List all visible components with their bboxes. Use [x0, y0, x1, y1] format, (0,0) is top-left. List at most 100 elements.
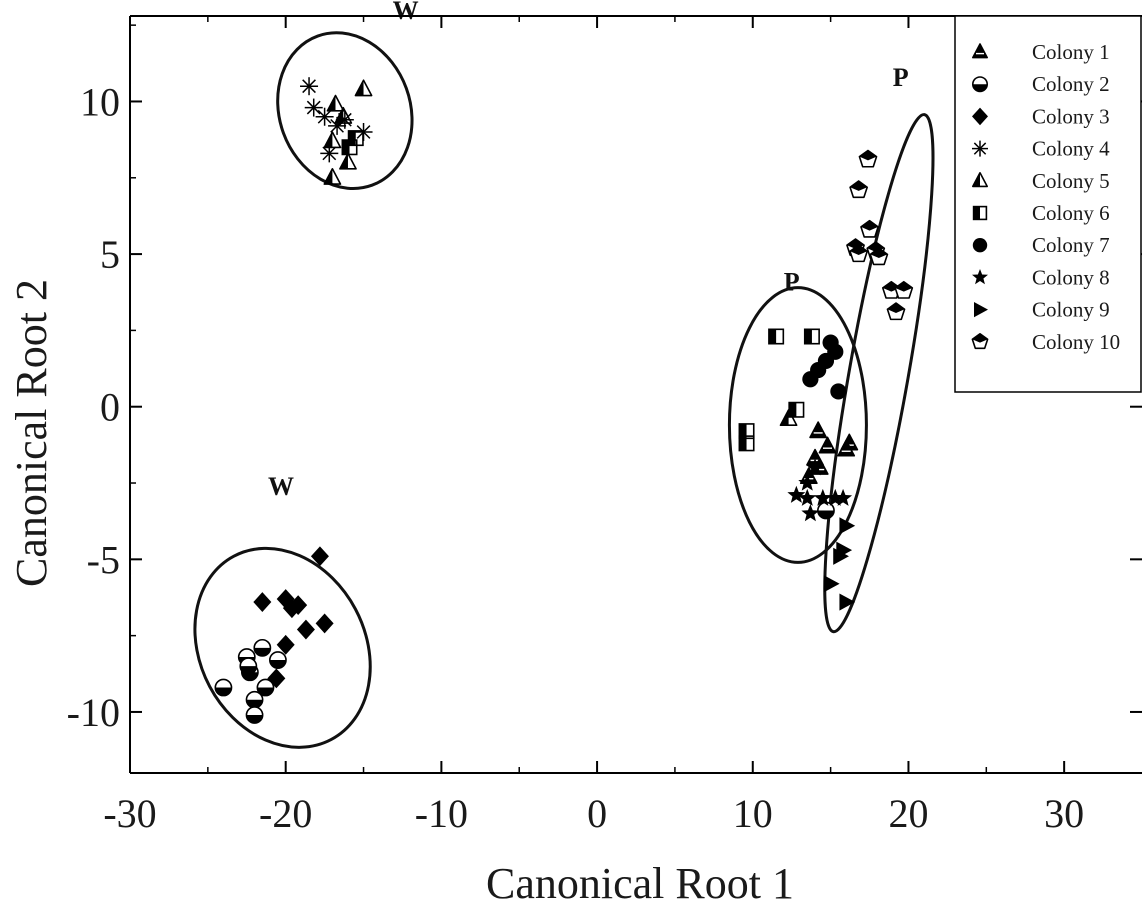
data-point: [315, 613, 334, 634]
cluster-ellipse: [727, 286, 868, 564]
x-tick-label: 0: [587, 791, 607, 836]
legend-label: Colony 3: [1032, 104, 1110, 128]
legend-label: Colony 9: [1032, 298, 1110, 322]
legend-marker: [971, 76, 988, 93]
legend-label: Colony 6: [1032, 201, 1110, 225]
data-point: [253, 592, 272, 612]
data-point: [787, 485, 806, 503]
legend-label: Colony 5: [1032, 169, 1110, 193]
data-point: [860, 219, 879, 238]
data-point: [300, 77, 319, 96]
data-point: [806, 458, 825, 476]
legend-marker: [972, 238, 988, 253]
data-point: [269, 651, 287, 669]
legend-marker: [972, 107, 988, 126]
cluster-ellipses: [193, 31, 935, 749]
data-point: [833, 547, 849, 565]
data-point: [245, 706, 264, 724]
legend: Colony 1 Colony 2 Colony 3 Colony 4 Colony 5…: [954, 15, 1142, 393]
data-point: [339, 152, 357, 170]
data-point: [834, 488, 853, 506]
legend-label: Colony 8: [1032, 265, 1110, 289]
legend-marker: [974, 302, 988, 318]
y-tick-label: -10: [67, 690, 120, 735]
data-point: [323, 167, 342, 185]
data-point: [347, 130, 364, 147]
legend-marker: [971, 332, 989, 350]
cluster-label: P: [784, 268, 800, 297]
legend-marker: [972, 269, 988, 285]
data-point: [837, 439, 856, 457]
data-point: [253, 638, 272, 657]
data-point: [849, 180, 869, 199]
data-point: [323, 131, 342, 149]
data-point: [894, 280, 914, 299]
data-point: [289, 595, 308, 616]
y-tick-label: -5: [87, 537, 120, 582]
data-point: [326, 94, 345, 112]
legend-marker: [972, 140, 988, 157]
x-tick-label: -10: [415, 791, 468, 836]
data-point: [245, 690, 264, 709]
cluster-ellipse: [823, 113, 935, 634]
legend-marker: [972, 205, 988, 221]
x-tick-label: 30: [1044, 791, 1084, 836]
data-point: [817, 501, 835, 520]
data-point: [830, 383, 847, 400]
data-points: [214, 77, 914, 724]
data-point: [354, 79, 373, 97]
x-tick-label: -20: [259, 791, 312, 836]
legend-label: Colony 7: [1032, 233, 1110, 257]
x-axis-title: Canonical Root 1: [486, 859, 794, 908]
data-point: [214, 678, 233, 697]
data-point: [296, 619, 315, 640]
data-point: [809, 421, 828, 439]
axes: -30 -20 -10 0 10 20 30 -10 -5 0 5 10: [67, 15, 1142, 836]
y-tick-label: 10: [80, 79, 120, 124]
x-tick-label: 20: [888, 791, 928, 836]
data-point: [768, 328, 785, 345]
legend-marker: [971, 43, 989, 59]
y-tick-label: 5: [100, 232, 120, 277]
data-point: [256, 678, 275, 697]
data-point: [304, 98, 323, 117]
data-point: [267, 668, 286, 689]
data-point: [802, 371, 819, 388]
y-tick-label: 0: [100, 385, 120, 430]
data-point: [738, 435, 755, 452]
data-point: [823, 575, 840, 593]
data-point: [310, 546, 329, 567]
data-point: [803, 328, 820, 345]
data-point: [798, 488, 817, 506]
data-point: [839, 517, 856, 535]
data-point: [315, 107, 334, 126]
cluster-label: P: [893, 63, 909, 92]
data-point: [818, 436, 837, 454]
data-point: [239, 657, 258, 676]
data-point: [813, 488, 832, 506]
y-axis-title: Canonical Root 2: [7, 279, 56, 587]
cluster-ellipse: [193, 546, 372, 749]
legend-label: Colony 10: [1032, 330, 1120, 354]
legend-label: Colony 2: [1032, 72, 1110, 96]
cluster-ellipse: [276, 31, 414, 190]
data-point: [858, 149, 878, 168]
data-point: [801, 504, 820, 522]
data-point: [839, 593, 856, 611]
cluster-labels: W P P W: [268, 0, 909, 501]
x-tick-label: -30: [103, 791, 156, 836]
data-point: [849, 244, 869, 263]
legend-label: Colony 1: [1032, 40, 1110, 64]
data-point: [788, 401, 805, 418]
legend-label: Colony 4: [1032, 137, 1110, 161]
data-point: [341, 139, 358, 156]
data-point: [869, 247, 889, 266]
data-point: [827, 343, 844, 360]
data-point: [334, 106, 353, 124]
data-point: [826, 488, 845, 506]
cluster-label: W: [268, 472, 294, 501]
data-point: [886, 302, 906, 321]
legend-box: [954, 15, 1142, 393]
